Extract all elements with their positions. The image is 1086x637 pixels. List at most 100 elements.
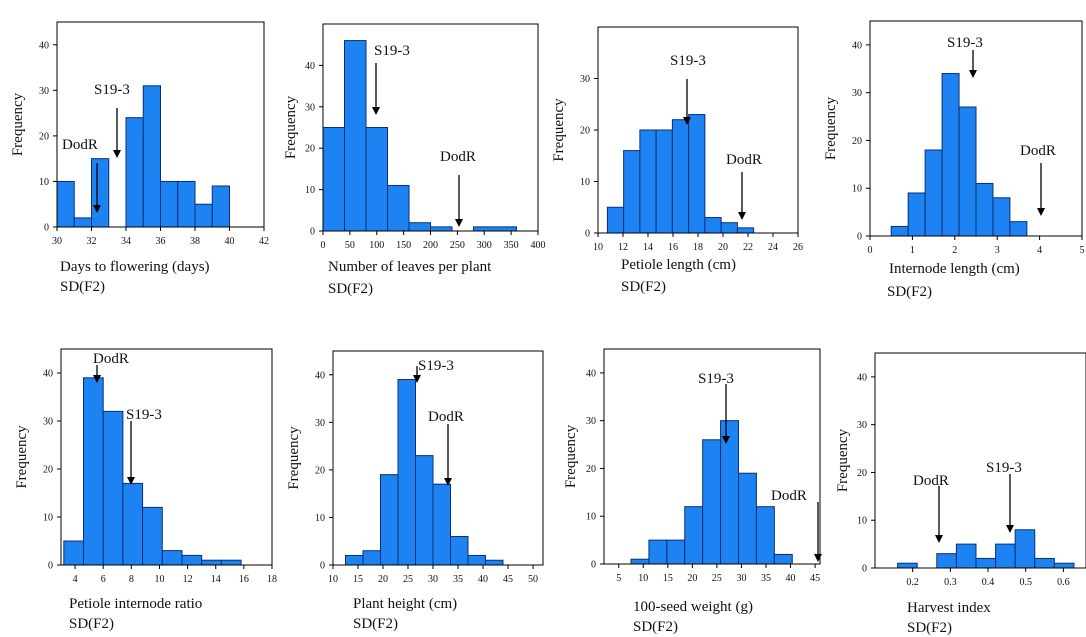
x-tick-label: 42 [259, 236, 269, 247]
x-tick-label: 12 [618, 242, 628, 253]
x-axis-label: Plant height (cm) [353, 596, 457, 612]
x-tick-label: 25 [712, 573, 722, 584]
x-tick-label: 5 [616, 573, 621, 584]
histogram-bar [704, 217, 722, 234]
y-tick-label: 0 [862, 564, 867, 575]
y-tick-label: 30 [315, 418, 325, 429]
y-tick-label: 0 [857, 232, 862, 243]
y-tick-label: 20 [39, 131, 49, 142]
annotation-label: DodR [93, 351, 129, 367]
histogram-bar [83, 377, 104, 566]
x-tick-label: 40 [478, 574, 488, 585]
x-tick-label: 100 [369, 240, 384, 251]
annotation-arrowhead [722, 436, 730, 444]
y-axis-label: Frequency [14, 425, 30, 489]
histogram-bar [1009, 221, 1028, 237]
annotation-arrowhead [455, 219, 463, 227]
x-tick-label: 22 [743, 242, 753, 253]
y-tick-label: 40 [586, 368, 596, 379]
x-tick-label: 45 [503, 574, 513, 585]
y-tick-label: 10 [857, 516, 867, 527]
x-tick-label: 300 [477, 240, 492, 251]
x-tick-label: 38 [190, 236, 200, 247]
histogram-bar [161, 550, 183, 566]
histogram-bar [194, 203, 213, 228]
plot-frame [869, 20, 1083, 237]
histogram-bar [1053, 562, 1075, 569]
y-tick-label: 10 [586, 512, 596, 523]
x-tick-label: 20 [378, 574, 388, 585]
histogram-bar [485, 559, 504, 566]
x-tick-label: 10 [593, 242, 603, 253]
y-axis-label: Frequency [551, 98, 567, 162]
histogram-bar [684, 506, 704, 565]
histogram-bar [160, 180, 179, 228]
histogram-bar [736, 227, 755, 234]
histogram-bar [890, 225, 909, 237]
x-tick-label: 350 [504, 240, 519, 251]
y-tick-label: 40 [852, 40, 862, 51]
y-tick-label: 10 [580, 177, 590, 188]
x-tick-label: 4 [73, 574, 78, 585]
annotation-arrowhead [1006, 525, 1014, 533]
histogram-bar [380, 474, 399, 566]
histogram-bar [655, 129, 673, 234]
x-tick-label: 24 [768, 242, 778, 253]
histogram-bar [936, 553, 957, 569]
y-tick-label: 40 [857, 372, 867, 383]
histogram-panel-7: 5 10 15 20 25 30 35 40 45 0 10 20 30 40 Frequency 100-s… [563, 348, 822, 635]
histogram-bar [702, 439, 722, 565]
x-tick-label: 0.2 [906, 577, 919, 588]
annotation-label: S19-3 [947, 35, 983, 51]
x-tick-label: 200 [423, 240, 438, 251]
annotation-arrowhead [127, 477, 135, 485]
x-tick-label: 18 [693, 242, 703, 253]
histogram-bar [992, 197, 1011, 237]
histogram-bar [467, 554, 486, 566]
generation-label: SD(F2) [907, 620, 952, 636]
generation-label: SD(F2) [69, 616, 114, 632]
histogram-bar [344, 40, 367, 232]
x-tick-label: 20 [718, 242, 728, 253]
x-axis-label: 100-seed weight (g) [633, 599, 753, 615]
annotation-label: DodR [726, 152, 762, 168]
x-axis-label: Harvest index [907, 600, 991, 616]
x-tick-label: 16 [239, 574, 249, 585]
histogram-bar [720, 222, 738, 234]
x-tick-label: 0.4 [982, 577, 995, 588]
y-tick-label: 10 [39, 177, 49, 188]
histogram-bar [995, 543, 1016, 569]
histogram-bar [473, 226, 517, 232]
histogram-bar [648, 539, 668, 565]
histogram-bar [924, 149, 943, 237]
histogram-bar [415, 455, 434, 566]
y-tick-label: 40 [305, 61, 315, 72]
x-tick-label: 36 [156, 236, 166, 247]
histogram-bar [345, 554, 364, 566]
y-tick-label: 20 [580, 126, 590, 137]
x-tick-label: 14 [211, 574, 221, 585]
plot-frame [332, 350, 544, 566]
annotation-label: S19-3 [986, 460, 1022, 476]
x-tick-label: 34 [121, 236, 131, 247]
histogram-bar [122, 482, 144, 566]
x-tick-label: 250 [450, 240, 465, 251]
histogram-bar [432, 483, 451, 566]
x-tick-label: 150 [396, 240, 411, 251]
annotation-arrowhead [683, 117, 691, 125]
y-tick-label: 30 [305, 102, 315, 113]
y-axis-label: Frequency [563, 424, 579, 488]
histogram-bar [181, 554, 203, 566]
histogram-bar [639, 129, 657, 234]
y-tick-label: 0 [310, 227, 315, 238]
annotation-label: S19-3 [418, 358, 454, 374]
generation-label: SD(F2) [328, 281, 373, 297]
generation-label: SD(F2) [60, 279, 105, 295]
y-axis-label: Frequency [283, 95, 299, 159]
histogram-panel-8: 0.2 0.3 0.4 0.5 0.6 0 10 20 30 40 Frequency Harvest… [835, 352, 1086, 636]
annotation-arrowhead [1037, 208, 1045, 216]
y-tick-label: 0 [48, 561, 53, 572]
x-tick-label: 40 [786, 573, 796, 584]
x-tick-label: 0 [321, 240, 326, 251]
histogram-bar [56, 180, 75, 228]
